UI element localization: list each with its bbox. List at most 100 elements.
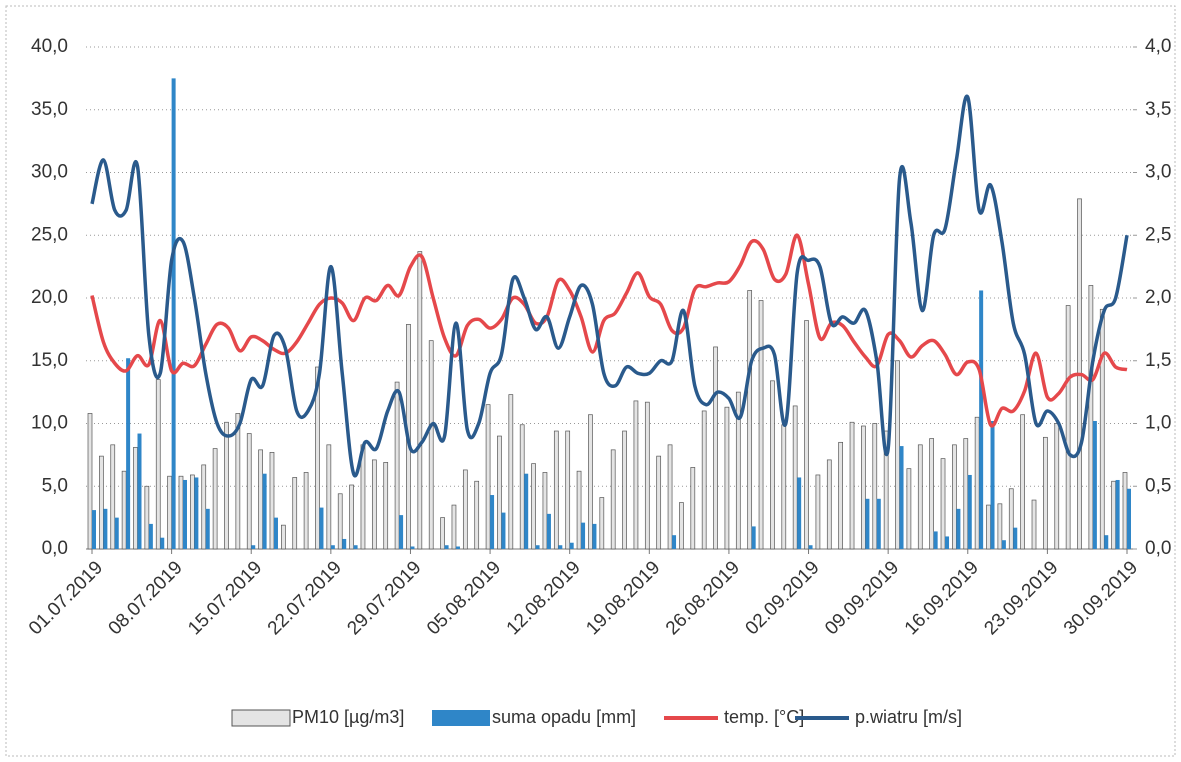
- bar: [1043, 436, 1048, 550]
- y-tick-label: 0,0: [42, 538, 68, 559]
- bar: [826, 459, 832, 550]
- bar: [182, 479, 187, 549]
- bar: [792, 405, 798, 550]
- bar: [929, 438, 934, 550]
- bar: [1099, 308, 1105, 550]
- line-series: [90, 233, 1128, 428]
- bar: [444, 545, 449, 549]
- bar: [524, 473, 529, 549]
- bar: [205, 508, 210, 549]
- bar: [178, 475, 184, 550]
- y-tick-label: 5,0: [42, 475, 68, 496]
- bar: [262, 473, 267, 549]
- bar: [462, 469, 468, 550]
- bar: [194, 477, 199, 549]
- bar: [144, 485, 150, 550]
- bar: [644, 401, 650, 550]
- bar: [110, 444, 116, 550]
- bar: [546, 513, 551, 549]
- bar: [952, 444, 957, 550]
- bar: [399, 515, 404, 549]
- bar: [758, 300, 764, 550]
- bar: [273, 517, 278, 549]
- bar: [497, 435, 502, 550]
- bar: [553, 430, 559, 550]
- bar: [251, 545, 256, 549]
- bar: [148, 523, 153, 549]
- bar: [895, 360, 900, 550]
- legend-label: suma opadu [mm]: [492, 707, 636, 727]
- y2-tick-label: 0,5: [1145, 475, 1171, 496]
- bar: [1115, 479, 1120, 549]
- bar: [690, 467, 696, 550]
- bar: [114, 517, 119, 549]
- bar: [519, 424, 525, 550]
- y-tick-label: 10,0: [31, 413, 68, 434]
- bar: [815, 474, 821, 550]
- bar: [99, 455, 104, 550]
- bar: [440, 517, 445, 550]
- bar: [1008, 488, 1014, 550]
- bar: [451, 504, 457, 550]
- bar: [622, 430, 627, 550]
- bar: [531, 463, 536, 550]
- bar: [326, 444, 332, 550]
- bar: [558, 545, 563, 549]
- bar: [899, 446, 904, 549]
- bar: [610, 449, 616, 550]
- y2-tick-label: 2,0: [1145, 287, 1171, 308]
- bar: [137, 433, 142, 549]
- bar: [751, 526, 756, 549]
- bar: [319, 507, 324, 549]
- bar: [330, 545, 335, 549]
- chart-border: [5, 5, 1176, 757]
- bar: [490, 495, 495, 549]
- bar: [1111, 480, 1116, 550]
- legend-swatch: [231, 709, 291, 727]
- bar: [581, 522, 586, 549]
- y2-tick-label: 3,5: [1145, 99, 1171, 120]
- bar: [672, 535, 677, 549]
- bar: [906, 468, 912, 550]
- bar: [92, 510, 96, 549]
- bar: [974, 416, 980, 550]
- bar: [849, 421, 855, 550]
- bar: [990, 420, 995, 549]
- bar: [394, 381, 400, 550]
- y2-tick-label: 4,0: [1145, 36, 1171, 57]
- y-tick-label: 25,0: [31, 224, 68, 245]
- bar: [804, 320, 809, 550]
- line-series: [90, 94, 1129, 478]
- y2-tick-label: 3,0: [1145, 162, 1171, 183]
- bar: [576, 470, 582, 550]
- bar: [933, 531, 938, 549]
- bar: [508, 394, 514, 550]
- bar: [160, 537, 165, 549]
- bar: [838, 441, 844, 550]
- bar: [713, 346, 718, 550]
- bar: [1104, 535, 1109, 549]
- bar: [565, 430, 571, 550]
- bar: [224, 421, 229, 550]
- bar: [1031, 499, 1037, 550]
- bar: [371, 459, 377, 550]
- y2-tick-label: 1,0: [1145, 413, 1171, 434]
- bar: [797, 477, 802, 549]
- legend-label: PM10 [µg/m3]: [292, 707, 404, 727]
- bar: [1013, 527, 1018, 549]
- bar: [963, 438, 969, 550]
- bar: [592, 523, 597, 549]
- bar: [315, 366, 320, 550]
- bar: [724, 406, 730, 550]
- legend-swatch: [432, 710, 490, 726]
- bar: [633, 400, 639, 550]
- bar: [656, 455, 662, 550]
- bar: [1122, 472, 1128, 550]
- bar: [133, 446, 138, 550]
- bar: [342, 538, 347, 549]
- bar: [967, 474, 972, 549]
- bar: [474, 480, 480, 550]
- bar: [501, 512, 506, 549]
- bar: [1088, 285, 1094, 550]
- legend-label: p.wiatru [m/s]: [855, 707, 962, 727]
